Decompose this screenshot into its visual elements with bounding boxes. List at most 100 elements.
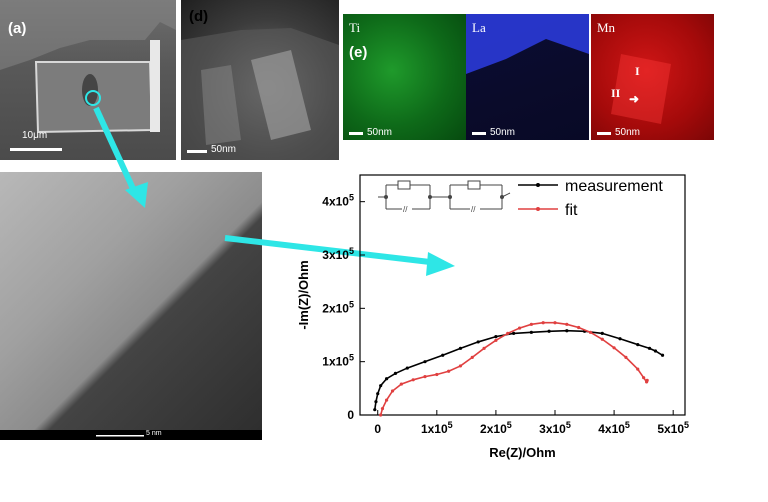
circuit-cpe: // <box>471 205 476 214</box>
arrow-hrtem-to-plot <box>224 235 431 265</box>
series-line-measurement <box>373 329 663 410</box>
chart-axes <box>359 174 686 416</box>
x-tick-label: 2x105 <box>480 420 512 436</box>
legend-fit-marker <box>536 207 540 211</box>
eds-ti-scale-bar <box>349 132 363 135</box>
x-axis-label: Re(Z)/Ohm <box>489 445 555 460</box>
circuit-wire <box>501 192 511 198</box>
point-measurement <box>405 366 409 370</box>
eds-ti-title: Ti <box>349 20 361 35</box>
point-fit <box>482 346 486 350</box>
plot-frame <box>359 174 686 416</box>
point-measurement <box>423 360 427 364</box>
equivalent-circuit-diagram: // // <box>378 180 511 214</box>
x-tick-label: 3x105 <box>539 420 571 436</box>
point-fit <box>399 382 403 386</box>
point-measurement <box>384 377 389 381</box>
point-fit <box>517 326 522 330</box>
point-measurement <box>512 331 516 335</box>
impedance-chart: 0 1x105 2x105 3x105 4x105 5x105 0 1x105 2x105 3x1… <box>290 165 760 495</box>
eds-la-scale-text: 50nm <box>490 127 516 138</box>
legend-fit-label: fit <box>565 202 578 219</box>
panel-a-highlight-circle <box>85 90 101 106</box>
point-fit <box>553 321 557 325</box>
point-fit <box>470 355 474 359</box>
chart-series <box>373 321 665 417</box>
hrtem-bottom-bar <box>0 430 262 440</box>
point-measurement <box>660 353 665 357</box>
series-line-fit <box>379 321 648 416</box>
eds-ti-scale-text: 50nm <box>367 127 393 138</box>
eds-la-title: La <box>472 20 486 35</box>
eds-la-region <box>466 14 589 74</box>
point-measurement <box>373 408 377 412</box>
point-measurement <box>458 346 463 350</box>
point-fit <box>390 389 395 393</box>
panel-d-label: (d) <box>189 8 209 25</box>
point-fit <box>423 375 427 379</box>
hrtem-scale-text: 5 nm <box>146 430 162 437</box>
eds-map-mn: Mn I II ➜ 50nm <box>591 14 714 140</box>
point-fit <box>384 398 389 402</box>
eds-map-la: La 50nm <box>466 14 589 140</box>
point-fit <box>624 355 628 359</box>
point-fit <box>612 346 616 350</box>
point-measurement <box>618 337 622 341</box>
y-tick-label: 2x105 <box>322 299 354 315</box>
point-fit <box>435 372 439 377</box>
panel-d-scale-text: 50nm <box>211 144 237 155</box>
y-tick-label: 3x105 <box>322 246 354 262</box>
point-measurement <box>393 371 398 375</box>
point-fit <box>565 322 569 326</box>
y-axis-label: -Im(Z)/Ohm <box>296 260 311 329</box>
legend-measurement-marker <box>536 183 540 187</box>
chart-svg: 0 1x105 2x105 3x105 4x105 5x105 0 1x105 2x105 3x1… <box>296 174 689 460</box>
point-measurement <box>476 340 480 344</box>
point-measurement <box>565 329 569 333</box>
arrow-a-head <box>125 182 148 208</box>
panel-a-scale-bar <box>10 148 62 151</box>
legend-measurement-label: measurement <box>565 178 663 195</box>
eds-la-scale-bar <box>472 132 486 135</box>
point-fit <box>577 325 581 330</box>
panel-d-scale-bar <box>187 150 207 153</box>
point-fit <box>529 322 533 326</box>
eds-mn-title: Mn <box>597 20 616 35</box>
eds-mn-scale-text: 50nm <box>615 127 641 138</box>
eds-mn-arrow-icon: ➜ <box>629 92 640 106</box>
point-fit <box>506 331 510 335</box>
panel-d-texture <box>181 28 339 160</box>
point-measurement <box>547 329 551 333</box>
point-fit <box>588 330 593 334</box>
point-measurement <box>374 400 378 404</box>
arrow-a-to-hrtem <box>93 106 138 195</box>
x-tick-label: 1x105 <box>421 420 453 436</box>
eds-mn-scale-bar <box>597 132 611 135</box>
y-tick-label: 4x105 <box>322 193 354 209</box>
eds-mn-texture <box>611 54 671 124</box>
point-measurement <box>600 331 604 335</box>
panel-d-tem-image: (d) 50nm <box>181 0 339 160</box>
point-measurement <box>653 349 658 353</box>
arrow-plot-head <box>426 252 455 276</box>
x-tick-label: 0 <box>374 422 381 436</box>
point-measurement <box>647 346 652 350</box>
point-fit <box>379 413 383 417</box>
point-fit <box>541 321 545 325</box>
point-measurement <box>441 353 445 357</box>
point-measurement <box>494 335 498 339</box>
point-fit <box>636 367 640 371</box>
panel-a-scale-text: 10μm <box>22 130 48 141</box>
hrtem-image: 5 nm <box>0 172 262 440</box>
point-measurement <box>376 392 380 396</box>
circuit-resistor <box>467 180 481 190</box>
x-tick-label: 5x105 <box>657 420 689 436</box>
panel-a-sem-image: (a) 10μm <box>0 0 176 160</box>
eds-mn-marker-i: I <box>635 64 640 78</box>
point-fit <box>645 378 649 382</box>
point-measurement <box>379 384 383 388</box>
panel-e-label: (e) <box>349 44 368 61</box>
y-tick-label: 0 <box>347 408 354 422</box>
eds-map-ti: Ti (e) 50nm <box>343 14 466 140</box>
